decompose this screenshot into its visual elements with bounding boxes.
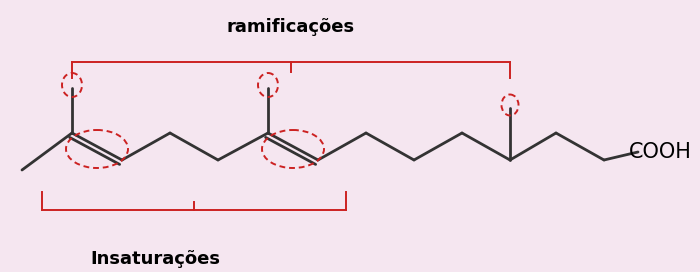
Text: Insaturações: Insaturações xyxy=(90,250,220,268)
Text: COOH: COOH xyxy=(629,142,692,162)
Text: ramificações: ramificações xyxy=(227,18,355,36)
